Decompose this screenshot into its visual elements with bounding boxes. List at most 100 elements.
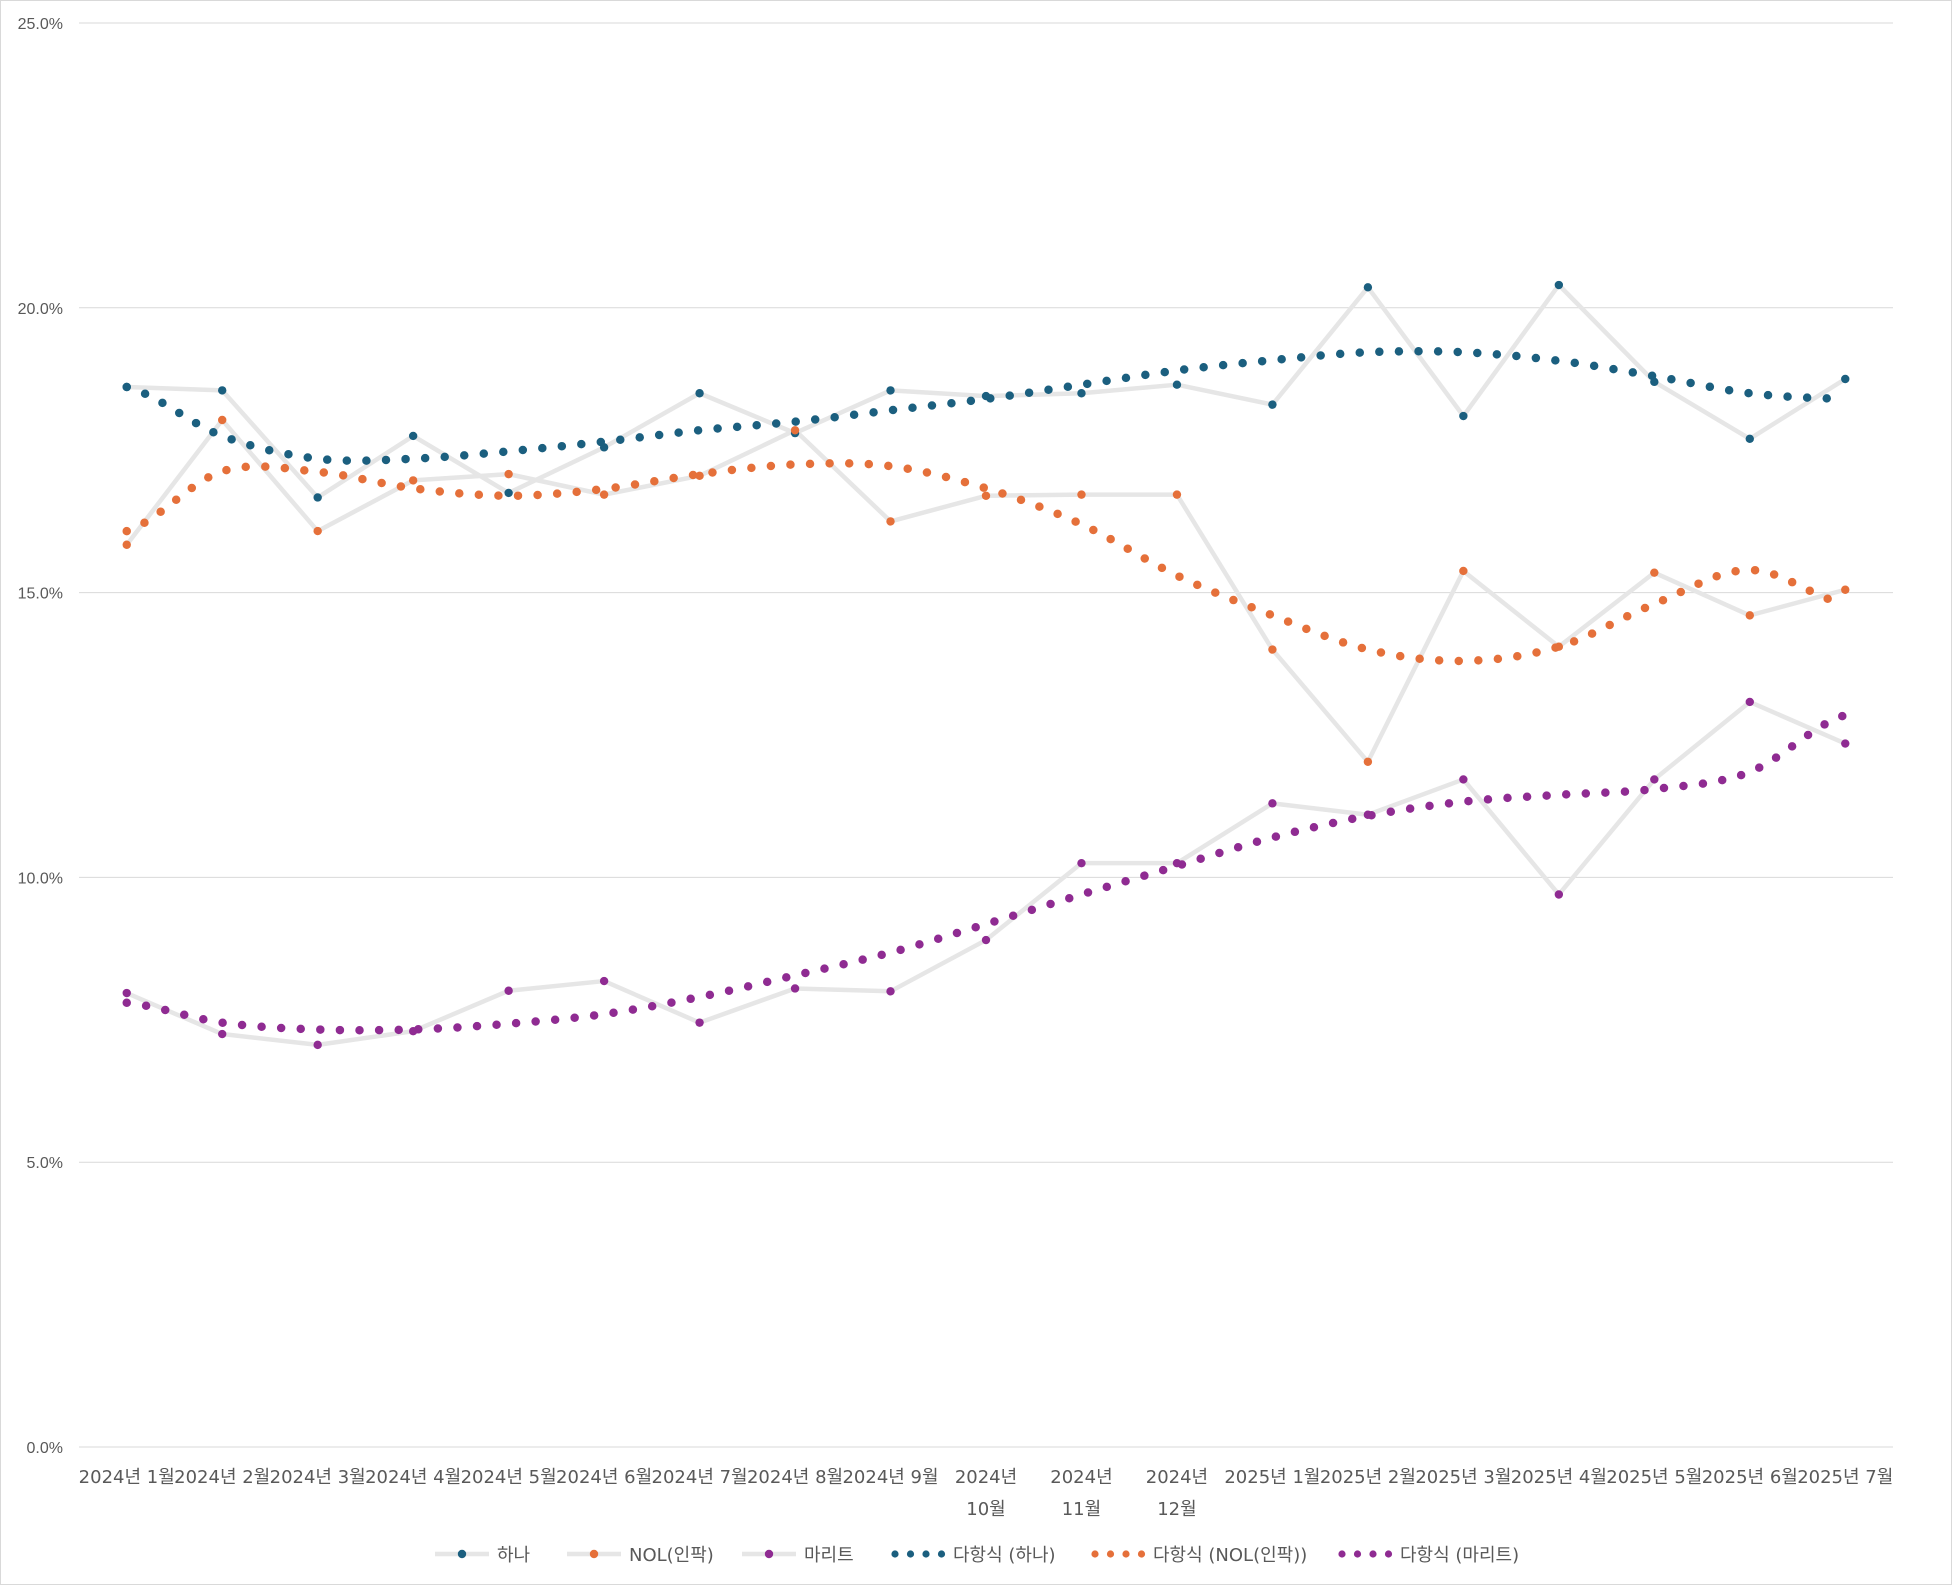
legend-label: 다항식 (하나) <box>953 1545 1056 1566</box>
x-axis-ticks: 2024년 1월 2024년 2월 2024년 3월 2024년 4월 2024년 5월… <box>79 1467 1894 1520</box>
data-point <box>504 488 513 498</box>
data-point <box>695 389 704 398</box>
legend-swatch-dot <box>922 1550 930 1558</box>
legend-swatch-dot <box>1122 1550 1130 1558</box>
data-point <box>599 490 609 499</box>
data-point <box>1841 739 1850 748</box>
legend-swatch-marker <box>764 1549 774 1559</box>
y-tick-label: 10.0% <box>18 870 63 887</box>
x-tick-label: 2025년 1월 <box>1224 1467 1320 1488</box>
x-tick-label: 2025년 6월 <box>1702 1467 1798 1488</box>
series-line-1 <box>124 417 1846 765</box>
data-point <box>408 1026 418 1036</box>
legend-swatch-dot <box>937 1550 946 1558</box>
data-point <box>1554 642 1564 651</box>
data-point <box>1268 799 1277 808</box>
data-point <box>1172 380 1182 389</box>
data-point <box>1077 858 1086 868</box>
data-point <box>1554 280 1564 290</box>
legend-swatch-dot <box>1384 1550 1393 1558</box>
data-point <box>1363 757 1373 766</box>
x-tick-label: 2024년 8월 <box>747 1467 843 1488</box>
data-point <box>218 415 227 425</box>
data-point <box>886 517 895 526</box>
data-point <box>1745 611 1754 620</box>
data-point <box>313 526 322 536</box>
y-tick-label: 0.0% <box>27 1440 63 1457</box>
x-tick-label: 2025년 4월 <box>1511 1467 1607 1488</box>
data-point <box>1172 858 1182 868</box>
data-point <box>1459 775 1468 784</box>
data-point <box>1745 697 1754 707</box>
x-tick-label: 2025년 2월 <box>1320 1467 1416 1488</box>
data-point <box>599 443 609 452</box>
data-point <box>1554 890 1564 899</box>
data-point <box>981 935 991 945</box>
legend-swatch-marker <box>589 1549 599 1559</box>
data-point <box>599 976 609 986</box>
data-point <box>313 493 322 502</box>
y-tick-label: 20.0% <box>18 301 63 318</box>
data-point <box>218 386 227 395</box>
legend-swatch-dot <box>906 1550 915 1558</box>
data-point <box>408 476 418 485</box>
series-line-2 <box>125 699 1847 1048</box>
data-point <box>1650 775 1659 784</box>
x-tick-label: 2025년 5월 <box>1606 1467 1702 1488</box>
data-point <box>504 469 513 479</box>
y-axis-ticks: 0.0% 5.0% 10.0% 15.0% 20.0% 25.0% <box>18 16 63 1457</box>
data-point <box>981 391 991 401</box>
x-tick-label: 2024년 4월 <box>365 1467 461 1488</box>
data-point <box>1745 434 1754 444</box>
data-point <box>1459 411 1468 421</box>
legend-item: 마리트 <box>742 1545 854 1566</box>
legend-label: 다항식 (마리트) <box>1400 1545 1519 1566</box>
legend-item: 하나 <box>435 1545 530 1566</box>
data-point <box>790 426 800 435</box>
legend-swatch-marker <box>457 1549 467 1559</box>
legend-swatch-dot <box>1091 1550 1099 1558</box>
trendline-2 <box>122 710 1850 1035</box>
x-tick-label: 11월 <box>1062 1499 1101 1520</box>
data-point <box>1172 490 1182 499</box>
data-point <box>695 1018 704 1027</box>
x-tick-label: 2025년 7월 <box>1797 1467 1893 1488</box>
data-point <box>122 382 131 392</box>
data-point <box>504 986 513 995</box>
x-tick-label: 10월 <box>966 1499 1005 1520</box>
legend-swatch-dot <box>1106 1550 1115 1558</box>
legend-label: 마리트 <box>804 1545 854 1566</box>
x-tick-label: 2024년 <box>1050 1467 1112 1488</box>
x-tick-label: 2024년 7월 <box>652 1467 748 1488</box>
legend-swatch-dot <box>1338 1550 1346 1558</box>
x-tick-label: 2024년 5월 <box>461 1467 557 1488</box>
data-point <box>1268 400 1277 409</box>
series-markers <box>122 280 1850 1050</box>
data-point <box>1650 377 1659 387</box>
y-tick-label: 5.0% <box>27 1155 63 1172</box>
data-point <box>408 431 418 441</box>
data-point <box>886 386 895 395</box>
legend-label: 다항식 (NOL(인팍)) <box>1153 1545 1307 1566</box>
data-point <box>1268 645 1277 654</box>
legend-swatch-dot <box>1137 1550 1146 1558</box>
data-point <box>1363 810 1373 819</box>
legend-item: NOL(인팍) <box>567 1545 714 1566</box>
x-tick-label: 2024년 3월 <box>270 1467 366 1488</box>
data-point <box>1650 568 1659 577</box>
legend-swatch-dot <box>1369 1550 1377 1558</box>
data-point <box>886 987 895 996</box>
y-tick-label: 25.0% <box>18 16 63 33</box>
data-point <box>218 1029 227 1039</box>
data-point <box>1459 566 1468 576</box>
x-tick-label: 2024년 <box>1146 1467 1208 1488</box>
legend-swatch-dot <box>1353 1550 1362 1558</box>
trendline-0 <box>122 346 1850 465</box>
data-point <box>790 984 800 993</box>
legend: 하나 NOL(인팍) 마리트 다항식 (하나) 다항식 (NOL(인팍)) 다항식 (마리… <box>435 1545 1519 1566</box>
legend-label: NOL(인팍) <box>629 1545 714 1566</box>
data-point <box>313 1040 322 1050</box>
legend-swatch-dot <box>891 1550 899 1558</box>
x-tick-label: 2024년 1월 <box>79 1467 175 1488</box>
